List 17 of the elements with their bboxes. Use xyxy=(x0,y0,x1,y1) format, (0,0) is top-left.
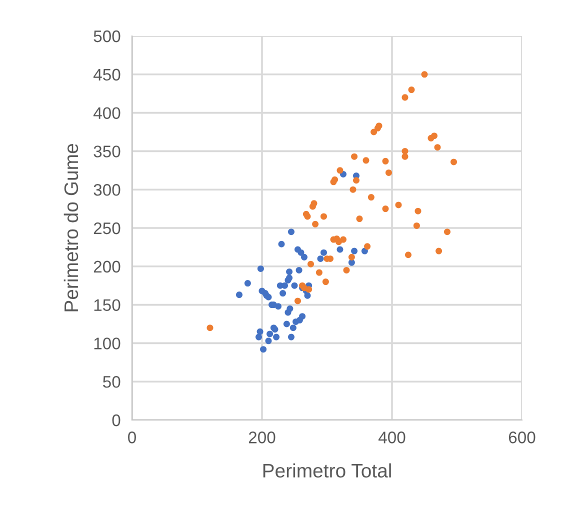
y-tick-label: 50 xyxy=(103,376,120,388)
y-tick-label: 250 xyxy=(94,222,120,234)
y-tick-label: 100 xyxy=(94,338,120,350)
y-tick-label: 450 xyxy=(93,68,120,81)
x-tick-label: 200 xyxy=(248,432,276,444)
y-tick-label: 300 xyxy=(94,184,120,196)
y-tick-label: 400 xyxy=(93,107,120,120)
x-tick-label: 0 xyxy=(128,432,136,444)
y-tick-label: 200 xyxy=(94,260,120,273)
y-tick-label: 150 xyxy=(94,299,120,312)
y-tick-label: 500 xyxy=(94,30,120,42)
y-tick-label: 0 xyxy=(112,414,120,426)
y-tick-label: 350 xyxy=(94,146,120,158)
x-tick-label: 400 xyxy=(378,432,406,444)
x-axis-title: Perimetro Total xyxy=(263,463,391,478)
y-axis-title: Perimetro do Gume xyxy=(64,144,78,312)
x-tick-label: 600 xyxy=(508,432,536,444)
